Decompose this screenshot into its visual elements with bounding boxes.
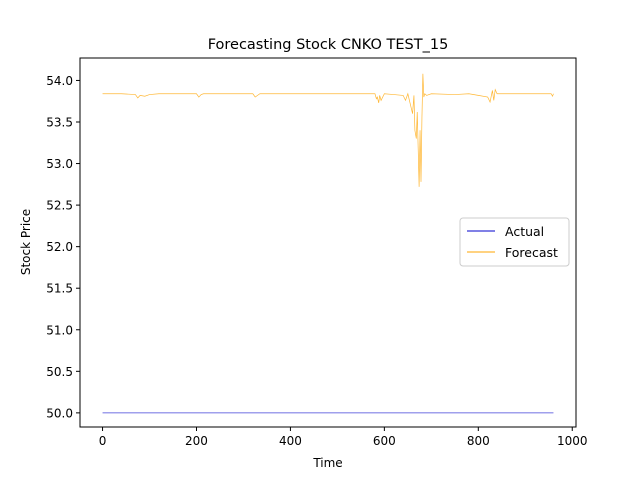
- chart-title: Forecasting Stock CNKO TEST_15: [208, 37, 449, 53]
- y-tick-label: 53.5: [46, 115, 73, 129]
- series-layer: [102, 73, 554, 414]
- y-tick-label: 52.0: [46, 240, 73, 254]
- y-axis-label: Stock Price: [19, 209, 33, 275]
- y-tick-label: 50.0: [46, 406, 73, 420]
- y-tick-label: 53.0: [46, 157, 73, 171]
- legend: Actual Forecast: [459, 217, 570, 267]
- x-tick-label: 1000: [557, 434, 588, 448]
- y-tick-label: 50.5: [46, 365, 73, 379]
- legend-label-forecast: Forecast: [505, 245, 558, 260]
- legend-label-actual: Actual: [505, 224, 544, 239]
- x-tick-label: 600: [373, 434, 396, 448]
- plot-area-frame: [79, 57, 577, 428]
- x-tick-label: 400: [279, 434, 302, 448]
- legend-box: [459, 217, 570, 267]
- x-tick-label: 0: [99, 434, 107, 448]
- y-tick-label: 54.0: [46, 74, 73, 88]
- x-tick-label: 200: [185, 434, 208, 448]
- y-axis-ticks: 50.0 50.5 51.0 51.5 52.0 52.5 53.0 53.5 54.0: [46, 74, 80, 420]
- x-axis-label: Time: [312, 456, 342, 470]
- series-line-forecast: [102, 73, 554, 187]
- x-tick-label: 800: [467, 434, 490, 448]
- y-tick-label: 51.0: [46, 323, 73, 337]
- y-tick-label: 51.5: [46, 282, 73, 296]
- y-tick-label: 52.5: [46, 199, 73, 213]
- x-axis-ticks: 0 200 400 600 800 1000: [99, 427, 588, 448]
